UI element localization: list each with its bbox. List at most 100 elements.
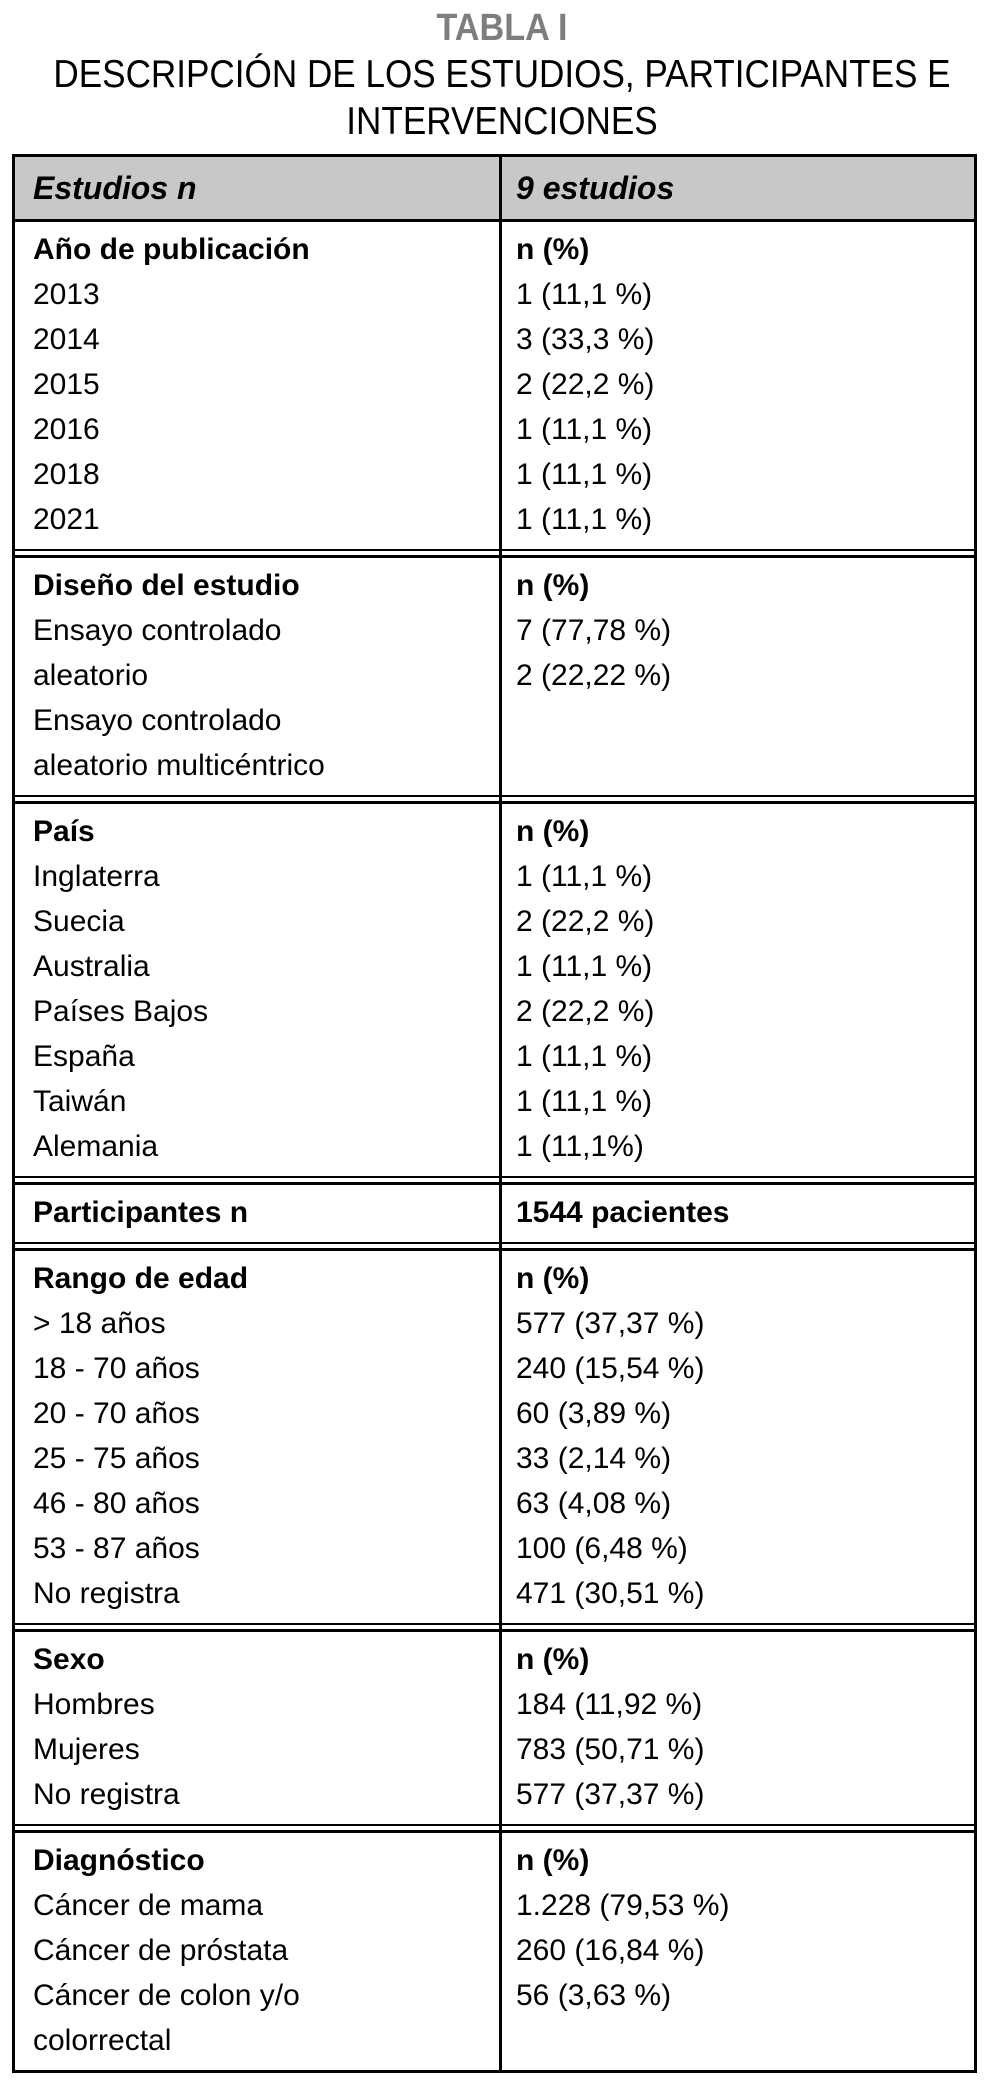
cell-line: 184 (11,92 %) [516,1688,703,1721]
table-cell-left: Año de publicación 2013 2014 2015 2016 2018 20… [15,227,499,542]
table-section: Participantes n 1544 pacientes [15,1185,974,1242]
cell-line: 1 (11,1 %) [516,860,653,893]
table-cell-left: Sexo Hombres Mujeres No registra [15,1637,499,1817]
cell-line: No registra [33,1778,180,1811]
section-separator-line [15,1176,974,1185]
cell-line: 1 (11,1 %) [516,458,653,491]
table-cell-right: n (%) 184 (11,92 %) 783 (50,71 %) 577 (37,3… [499,1637,974,1817]
cell-line: 1 (11,1 %) [516,950,653,983]
table-header-cell-right: 9 estudios [499,170,974,207]
table-cell-left: País Inglaterra Suecia Australia Países Bajo… [15,809,499,1169]
cell-line: n (%) [516,569,590,602]
cell-line: 2 (22,2 %) [516,905,655,938]
table-caption-title-line-1: DESCRIPCIÓN DE LOS ESTUDIOS, PARTICIPANT… [53,53,951,96]
cell-line: 18 - 70 años [33,1352,200,1385]
cell-line: 53 - 87 años [33,1532,200,1565]
cell-line: Cáncer de mama [33,1889,264,1922]
cell-line: 1 (11,1 %) [516,278,653,311]
cell-line: Suecia [33,905,125,938]
cell-line: Sexo [33,1643,105,1676]
table-cell-right: n (%) 1 (11,1 %) 3 (33,3 %) 2 (22,2 %) 1 (11… [499,227,974,542]
cell-line: Cáncer de próstata [33,1934,289,1967]
cell-line: 2 (22,2 %) [516,368,655,401]
cell-line: 2016 [33,413,100,446]
cell-line: n (%) [516,815,590,848]
table-caption-title-line-2: INTERVENCIONES [346,100,658,143]
cell-line: n (%) [516,233,590,266]
table-section: Diagnóstico Cáncer de mama Cáncer de próst… [15,1833,974,2070]
cell-line: 471 (30,51 %) [516,1577,705,1610]
cell-line: 2021 [33,503,100,536]
table-header-cell-left: Estudios n [15,170,499,207]
section-separator-line [15,549,974,558]
cell-line: 56 (3,63 %) [516,1979,672,2012]
cell-line: Países Bajos [33,995,209,1028]
cell-line: Diagnóstico [33,1844,205,1877]
studies-description-table: Estudios n 9 estudios Año de publicación… [12,154,977,2073]
cell-line: 1 (11,1 %) [516,1040,653,1073]
cell-line: 577 (37,37 %) [516,1778,705,1811]
table-cell-right: n (%) 7 (77,78 %) 2 (22,22 %) [499,563,974,788]
cell-line: Inglaterra [33,860,160,893]
cell-line: 783 (50,71 %) [516,1733,705,1766]
table-cell-left: Participantes n [15,1190,499,1235]
cell-line: Año de publicación [33,233,310,266]
cell-line: 260 (16,84 %) [516,1934,705,1967]
cell-line: aleatorio [33,659,149,692]
cell-line: País [33,815,95,848]
cell-line: 2014 [33,323,100,356]
cell-line: n (%) [516,1643,590,1676]
cell-line: 46 - 80 años [33,1487,200,1520]
cell-line: Ensayo controlado [33,614,282,647]
cell-line: 2 (22,2 %) [516,995,655,1028]
cell-line: Taiwán [33,1085,127,1118]
cell-line: n (%) [516,1262,590,1295]
cell-line: 3 (33,3 %) [516,323,655,356]
table-caption-label: TABLA I [436,7,568,49]
cell-line: aleatorio multicéntrico [33,749,325,782]
cell-line: 2013 [33,278,100,311]
cell-line: 1 (11,1 %) [516,1085,653,1118]
cell-line: n (%) [516,1844,590,1877]
table-header-left-label: Estudios n [33,169,197,206]
cell-line: Cáncer de colon y/o [33,1979,300,2012]
table-cell-left: Rango de edad > 18 años 18 - 70 años 20 - 7… [15,1256,499,1616]
table-header-row: Estudios n 9 estudios [15,157,974,222]
cell-line: 1.228 (79,53 %) [516,1889,730,1922]
table-section: Sexo Hombres Mujeres No registra n (%) 184 (1… [15,1632,974,1824]
cell-line: > 18 años [33,1307,166,1340]
cell-line: 25 - 75 años [33,1442,200,1475]
cell-line: Participantes n [33,1196,249,1229]
table-cell-left: Diseño del estudio Ensayo controlado aleat… [15,563,499,788]
cell-line: 2 (22,22 %) [516,659,672,692]
section-separator-line [15,795,974,804]
table-section: País Inglaterra Suecia Australia Países Bajo… [15,804,974,1176]
cell-line: 1 (11,1%) [516,1130,644,1163]
cell-line: 1 (11,1 %) [516,503,653,536]
cell-line: 2018 [33,458,100,491]
column-divider-line [499,157,502,2070]
section-separator-line [15,1242,974,1251]
cell-line: colorrectal [33,2024,172,2057]
table-cell-right: n (%) 1 (11,1 %) 2 (22,2 %) 1 (11,1 %) 2 (22… [499,809,974,1169]
table-caption: TABLA I DESCRIPCIÓN DE LOS ESTUDIOS, PAR… [0,0,1004,145]
table-cell-right: n (%) 577 (37,37 %) 240 (15,54 %) 60 (3,89 … [499,1256,974,1616]
table-section: Año de publicación 2013 2014 2015 2016 2018 20… [15,222,974,549]
cell-line: Rango de edad [33,1262,249,1295]
cell-line: Mujeres [33,1733,140,1766]
cell-line: Australia [33,950,150,983]
cell-line: 7 (77,78 %) [516,614,672,647]
cell-line: 63 (4,08 %) [516,1487,672,1520]
cell-line: 33 (2,14 %) [516,1442,672,1475]
cell-line: Hombres [33,1688,155,1721]
cell-line: 2015 [33,368,100,401]
table-cell-right: n (%) 1.228 (79,53 %) 260 (16,84 %) 56 (3,6… [499,1838,974,2063]
cell-line: 240 (15,54 %) [516,1352,705,1385]
table-section: Diseño del estudio Ensayo controlado aleat… [15,558,974,795]
cell-line: 1 (11,1 %) [516,413,653,446]
cell-line: 100 (6,48 %) [516,1532,688,1565]
cell-line: Alemania [33,1130,159,1163]
table-section: Rango de edad > 18 años 18 - 70 años 20 - 7… [15,1251,974,1623]
section-separator-line [15,1623,974,1632]
cell-line: No registra [33,1577,180,1610]
